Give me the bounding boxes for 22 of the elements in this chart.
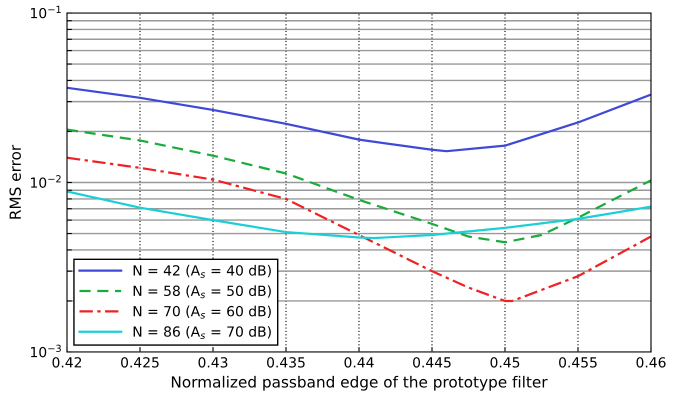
y-axis-title: RMS error	[9, 144, 21, 219]
x-tick-label: 0.44	[344, 357, 374, 368]
line-series	[67, 156, 651, 302]
x-axis-title: Normalized passband edge of the prototype filter	[172, 376, 548, 391]
x-tick-label: 0.45	[490, 357, 520, 368]
line-series	[67, 86, 651, 152]
x-tick-label: 0.425	[121, 357, 159, 368]
legend-label: N = 58 (A$_{s}$ = 50 dB)	[134, 285, 271, 298]
legend-label: N = 42 (A$_{s}$ = 40 dB)	[134, 264, 271, 278]
legend-label: N = 70 (A$_{s}$ = 60 dB)	[134, 306, 271, 319]
line-series	[67, 190, 651, 240]
x-tick-label: 0.42	[52, 357, 82, 368]
line-series	[67, 128, 651, 244]
y-tick-label: 10$^{−3}$	[31, 344, 61, 358]
y-tick-label: 10$^{−2}$	[31, 175, 61, 188]
x-tick-label: 0.435	[267, 357, 305, 368]
y-tick-label: 10$^{−1}$	[31, 6, 61, 18]
x-tick-label: 0.43	[198, 357, 228, 368]
x-tick-label: 0.445	[413, 357, 451, 368]
legend-label: N = 86 (A$_{s}$ = 70 dB)	[134, 326, 271, 340]
x-tick-label: 0.455	[559, 357, 597, 368]
x-tick-label: 0.46	[636, 357, 666, 368]
